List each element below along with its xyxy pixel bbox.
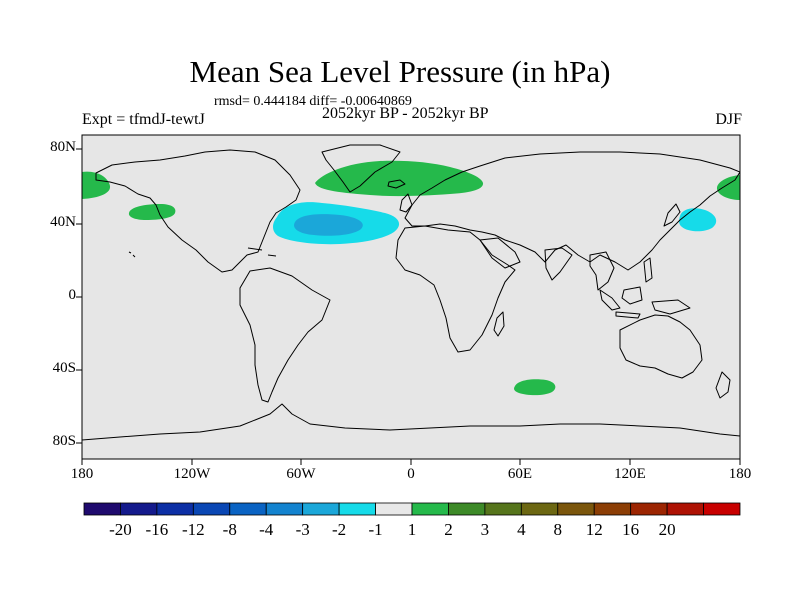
colorbar-label: 12 — [585, 520, 603, 539]
lon-label-60e: 60E — [507, 466, 533, 482]
coast-caribbean — [247, 247, 277, 257]
anomaly-southern-indian-high — [514, 379, 556, 396]
colorbar-label: 20 — [658, 520, 676, 539]
coast-madagascar — [493, 311, 505, 337]
period-subtitle: 2052kyr BP - 2052kyr BP — [322, 105, 489, 122]
rmsd-stats: rmsd= 0.444184 diff= -0.00640869 — [214, 94, 412, 109]
colorbar-label: -16 — [145, 520, 169, 539]
colorbar-swatch — [120, 502, 158, 516]
coast-hawaii — [128, 251, 136, 258]
colorbar-swatch — [338, 502, 376, 516]
colorbar-swatch — [375, 502, 413, 516]
anomaly-bering-west — [82, 171, 111, 199]
colorbar-swatch — [593, 502, 632, 516]
coast-north-america — [95, 149, 301, 273]
colorbar-label: -4 — [259, 520, 274, 539]
colorbar-label: 3 — [480, 520, 490, 539]
coast-se-asia — [589, 251, 615, 291]
anomaly-nw-pacific-low — [679, 208, 717, 232]
lon-label-120w: 120W — [173, 466, 211, 482]
coast-south-america — [239, 267, 331, 403]
colorbar-swatch — [411, 502, 449, 516]
lon-label-120e: 120E — [614, 466, 646, 482]
colorbar-swatch — [520, 502, 559, 516]
colorbar-swatch — [666, 502, 704, 516]
colorbar-swatch — [703, 502, 741, 516]
colorbar-swatch — [302, 502, 340, 516]
coast-arabia — [479, 237, 521, 269]
anomaly-layer — [82, 144, 740, 441]
colorbar-label: -3 — [295, 520, 310, 539]
colorbar-label: -20 — [109, 520, 132, 539]
colorbar-label: -12 — [181, 520, 205, 539]
coast-new-zealand — [715, 371, 731, 399]
colorbar-label: 1 — [407, 520, 417, 539]
anomaly-ne-pacific-high — [128, 204, 176, 220]
lon-label-60w: 60W — [286, 466, 316, 482]
coast-iceland — [387, 179, 406, 189]
lon-label-180e: 180 — [728, 466, 752, 482]
colorbar-label: -8 — [222, 520, 237, 539]
anomaly-north-atlantic-core — [294, 214, 363, 236]
anomaly-bering-east — [716, 175, 740, 200]
season-label: DJF — [715, 111, 742, 128]
colorbar-swatch — [484, 502, 522, 516]
coast-britain — [399, 193, 413, 213]
lat-label-40s: 40S — [52, 360, 76, 376]
colorbar-label: -2 — [332, 520, 347, 539]
colorbar-swatch — [192, 502, 231, 516]
colorbar-label: 2 — [444, 520, 453, 539]
coast-new-guinea — [651, 299, 691, 315]
lat-label-80n: 80N — [50, 139, 76, 155]
lat-label-40n: 40N — [50, 214, 76, 230]
lat-label-80s: 80S — [52, 433, 76, 449]
colorbar-label: 16 — [622, 520, 640, 539]
colorbar-swatch — [630, 502, 668, 516]
colorbar-swatch — [265, 502, 304, 516]
coastlines — [82, 144, 740, 441]
coast-eurasia — [404, 151, 740, 271]
coast-java — [615, 311, 641, 319]
colorbar-label: 4 — [517, 520, 526, 539]
colorbar-swatch — [557, 502, 595, 516]
colorbar — [83, 502, 741, 516]
coast-greenland — [321, 144, 401, 193]
lon-label-0: 0 — [407, 466, 415, 482]
colorbar-swatch — [156, 502, 194, 516]
coast-australia — [619, 314, 703, 379]
coast-philippines — [643, 257, 653, 283]
coast-japan — [663, 203, 681, 227]
plot-title: Mean Sea Level Pressure (in hPa) — [189, 54, 611, 89]
lon-label-180w: 180 — [70, 466, 94, 482]
colorbar-swatch — [448, 502, 486, 516]
colorbar-swatch — [229, 502, 267, 516]
coast-sumatra — [599, 289, 621, 311]
coast-antarctica — [82, 403, 740, 441]
coast-india — [544, 247, 573, 281]
coast-borneo — [621, 286, 643, 305]
colorbar-label: 8 — [553, 520, 563, 539]
colorbar-label: -1 — [368, 520, 383, 539]
lat-label-0: 0 — [68, 287, 77, 303]
experiment-label: Expt = tfmdJ-tewtJ — [82, 111, 205, 128]
coast-africa — [395, 225, 516, 353]
colorbar-swatch — [83, 502, 121, 516]
map-ticks — [76, 148, 741, 465]
